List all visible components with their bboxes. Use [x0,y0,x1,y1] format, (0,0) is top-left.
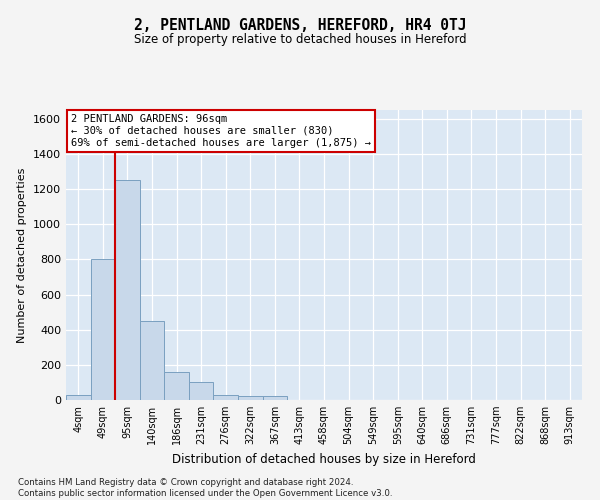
Bar [238,396,263,400]
Bar [140,321,164,400]
Bar [214,394,238,400]
Text: Size of property relative to detached houses in Hereford: Size of property relative to detached ho… [134,32,466,46]
Bar [91,260,115,400]
Text: 2, PENTLAND GARDENS, HEREFORD, HR4 0TJ: 2, PENTLAND GARDENS, HEREFORD, HR4 0TJ [134,18,466,32]
X-axis label: Distribution of detached houses by size in Hereford: Distribution of detached houses by size … [172,452,476,466]
Bar [66,394,91,400]
Bar [263,396,287,400]
Bar [115,180,140,400]
Text: Contains HM Land Registry data © Crown copyright and database right 2024.
Contai: Contains HM Land Registry data © Crown c… [18,478,392,498]
Y-axis label: Number of detached properties: Number of detached properties [17,168,28,342]
Bar [189,382,214,400]
Bar [164,372,189,400]
Text: 2 PENTLAND GARDENS: 96sqm
← 30% of detached houses are smaller (830)
69% of semi: 2 PENTLAND GARDENS: 96sqm ← 30% of detac… [71,114,371,148]
